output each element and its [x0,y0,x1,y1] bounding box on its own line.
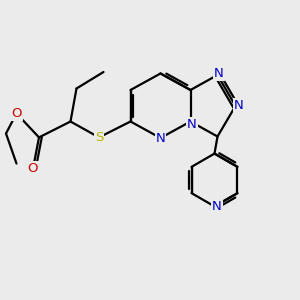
Text: N: N [156,131,165,145]
Text: O: O [11,107,22,120]
Text: N: N [187,118,197,131]
Text: O: O [28,162,38,175]
Text: N: N [214,67,224,80]
Text: N: N [212,200,222,213]
Text: N: N [234,99,244,112]
Text: S: S [95,131,103,144]
